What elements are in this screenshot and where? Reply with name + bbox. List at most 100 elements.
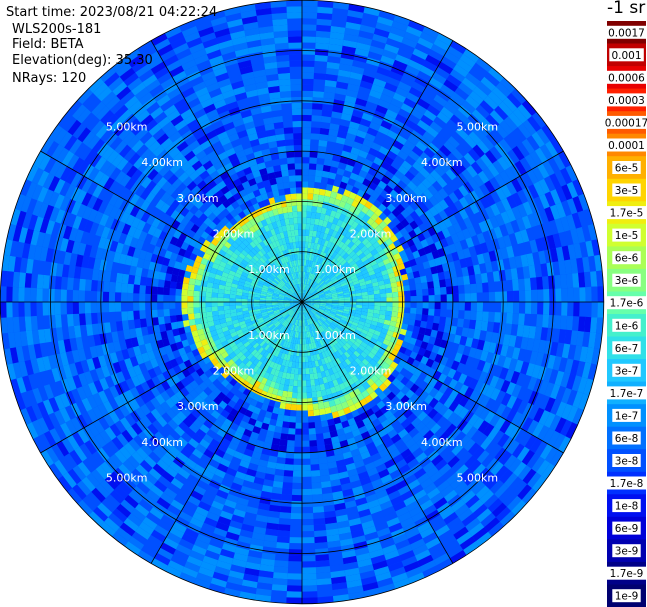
gate-cell: [370, 259, 378, 267]
gate-cell: [408, 319, 416, 326]
gate-cell: [320, 115, 332, 124]
gate-cell: [403, 260, 412, 269]
gate-cell: [404, 474, 418, 485]
gate-cell: [344, 358, 352, 366]
gate-cell: [480, 242, 489, 254]
gate-cell: [330, 223, 337, 231]
gate-cell: [330, 25, 346, 34]
gate-cell: [356, 552, 371, 562]
gate-cell: [476, 283, 483, 293]
gate-cell: [368, 302, 375, 306]
gate-cell: [443, 270, 451, 280]
gate-cell: [286, 391, 293, 398]
gate-cell: [292, 343, 296, 350]
gate-cell: [474, 211, 484, 224]
gate-cell: [365, 172, 375, 182]
gate-cell: [370, 452, 382, 462]
gate-cell: [151, 309, 158, 318]
gate-cell: [508, 335, 517, 348]
gate-cell: [405, 380, 415, 390]
gate-cell: [441, 365, 451, 376]
gate-cell: [36, 288, 43, 302]
gate-cell: [539, 395, 550, 410]
gate-cell: [332, 302, 339, 304]
gate-cell: [471, 481, 486, 495]
gate-cell: [564, 358, 574, 374]
gate-cell: [434, 427, 446, 439]
gate-cell: [355, 310, 362, 315]
gate-cell: [367, 245, 376, 253]
gate-cell: [411, 81, 426, 93]
gate-cell: [302, 573, 317, 580]
gate-cell: [479, 330, 487, 341]
gate-cell: [380, 293, 387, 298]
gate-cell: [314, 347, 319, 355]
gate-cell: [329, 312, 336, 317]
gate-cell: [305, 368, 310, 375]
gate-cell: [536, 276, 544, 290]
gate-cell: [534, 264, 543, 278]
gate-cell: [445, 358, 455, 369]
gate-cell: [470, 161, 483, 175]
gate-cell: [319, 182, 328, 190]
gate-cell: [545, 140, 559, 158]
gate-cell: [352, 59, 367, 69]
gate-cell: [391, 311, 398, 318]
gate-cell: [325, 297, 332, 300]
gate-cell: [312, 200, 319, 207]
gate-cell: [529, 437, 543, 454]
gate-cell: [373, 136, 385, 146]
gate-cell: [531, 475, 547, 492]
gate-cell: [369, 89, 382, 100]
gate-cell: [359, 24, 376, 34]
gate-cell: [12, 286, 19, 302]
gate-cell: [325, 362, 332, 370]
gate-cell: [302, 398, 308, 405]
gate-cell: [511, 206, 522, 220]
gate-cell: [398, 296, 405, 302]
gate-cell: [479, 196, 491, 209]
gate-cell: [498, 322, 507, 335]
gate-cell: [457, 485, 472, 499]
gate-cell: [307, 279, 311, 286]
gate-cell: [399, 367, 409, 377]
gate-cell: [457, 318, 465, 328]
gate-cell: [333, 99, 345, 108]
gate-cell: [440, 56, 457, 70]
gate-cell: [489, 443, 503, 458]
gate-cell: [320, 176, 329, 184]
gate-cell: [397, 544, 413, 556]
gate-cell: [36, 274, 44, 289]
gate-cell: [361, 389, 370, 399]
gate-cell: [286, 440, 295, 447]
gate-cell: [323, 91, 335, 100]
gate-cell: [453, 381, 464, 393]
gate-cell: [304, 253, 307, 260]
gate-cell: [461, 364, 472, 376]
gate-cell: [352, 454, 363, 463]
gate-cell: [331, 321, 338, 327]
gate-cell: [324, 153, 334, 161]
gate-cell: [456, 172, 468, 185]
gate-cell: [337, 187, 346, 195]
gate-cell: [485, 331, 493, 343]
gate-cell: [377, 180, 388, 190]
gate-cell: [356, 502, 370, 512]
gate-cell: [377, 577, 394, 588]
gate-cell: [358, 252, 366, 260]
gate-cell: [415, 171, 426, 183]
gate-cell: [350, 353, 358, 361]
gate-cell: [325, 522, 338, 531]
gate-cell: [270, 596, 287, 604]
gate-cell: [422, 461, 435, 473]
gate-cell: [343, 33, 359, 43]
gate-cell: [90, 290, 98, 302]
gate-cell: [18, 302, 25, 317]
gate-cell: [294, 331, 298, 338]
gate-cell: [412, 432, 424, 443]
gate-cell: [272, 480, 284, 489]
gate-cell: [344, 567, 360, 577]
gate-cell: [433, 380, 444, 391]
gate-cell: [302, 12, 318, 19]
gate-cell: [412, 145, 424, 157]
